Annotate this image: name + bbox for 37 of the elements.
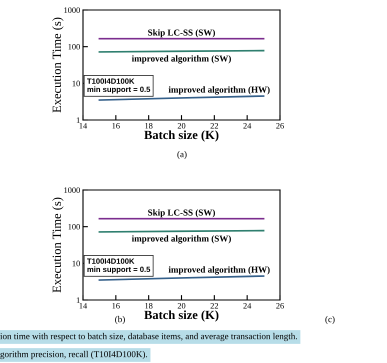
x-tick-label: 22 bbox=[210, 123, 218, 129]
x-tick-label: 16 bbox=[112, 123, 120, 129]
x-tick-label: 26 bbox=[276, 123, 284, 129]
x-tick-label: 24 bbox=[243, 123, 252, 129]
series-label: improved algorithm (HW) bbox=[168, 86, 270, 95]
y-tick-label: 10 bbox=[72, 260, 80, 266]
y-tick-label: 1000 bbox=[64, 187, 80, 193]
x-tick-label: 24 bbox=[243, 303, 252, 309]
y-tick-label: 1 bbox=[76, 297, 80, 303]
x-tick-label: 16 bbox=[112, 303, 120, 309]
y-tick-label: 10 bbox=[72, 80, 80, 86]
x-tick-label: 20 bbox=[178, 303, 186, 309]
y-tick-label: 100 bbox=[68, 224, 80, 230]
x-tick-label: 18 bbox=[145, 303, 153, 309]
x-axis-title: Batch size (K) bbox=[144, 310, 218, 322]
y-axis-title: Execution Time (s) bbox=[52, 198, 64, 293]
text: (c) bbox=[325, 316, 335, 324]
x-tick-label: 14 bbox=[80, 303, 88, 309]
text: (b) bbox=[115, 316, 125, 324]
text: ion time with respect to batch size, database items, and average transaction length. bbox=[0, 332, 297, 342]
x-axis-title: Batch size (K) bbox=[144, 130, 218, 142]
series-label: Skip LC-SS (SW) bbox=[148, 209, 215, 218]
series-label: improved algorithm (HW) bbox=[168, 266, 270, 275]
y-axis-title: Execution Time (s) bbox=[52, 18, 64, 113]
series-label: improved algorithm (SW) bbox=[132, 55, 231, 64]
x-tick-label: 22 bbox=[210, 303, 218, 309]
series-label: improved algorithm (SW) bbox=[132, 235, 231, 244]
x-tick-label: 18 bbox=[145, 123, 153, 129]
series-label: Skip LC-SS (SW) bbox=[148, 29, 215, 38]
text: (a) bbox=[177, 150, 187, 160]
x-tick-label: 20 bbox=[178, 123, 186, 129]
x-tick-label: 14 bbox=[80, 123, 88, 129]
text: gorithm precision, recall (T10I4D100K). bbox=[0, 350, 148, 360]
y-tick-label: 1 bbox=[76, 117, 80, 123]
y-tick-label: 100 bbox=[68, 44, 80, 50]
y-tick-label: 1000 bbox=[64, 7, 80, 13]
x-tick-label: 26 bbox=[276, 303, 284, 309]
